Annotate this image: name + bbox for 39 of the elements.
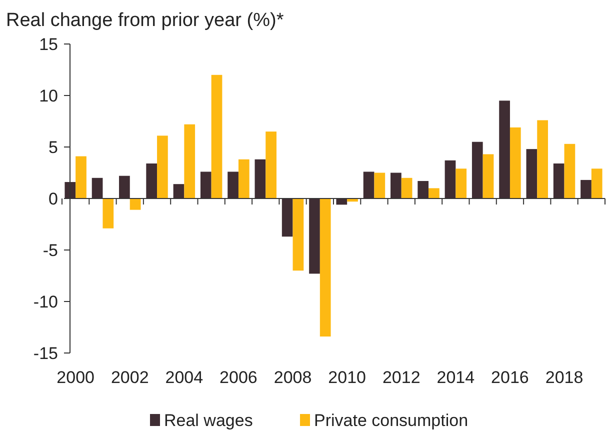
x-tick-label: 2014 — [436, 368, 475, 387]
bar — [428, 188, 440, 198]
bar — [266, 132, 276, 198]
x-tick-label: 2016 — [491, 368, 529, 387]
bar — [238, 159, 250, 198]
x-tick-label: 2018 — [545, 368, 584, 387]
legend-label: Real wages — [164, 411, 253, 430]
x-tick-label: 2000 — [56, 368, 94, 387]
bar — [564, 144, 576, 198]
bar — [102, 198, 114, 228]
x-tick-label: 2008 — [274, 368, 312, 387]
y-tick-label: 15 — [39, 34, 58, 54]
x-tick-label: 2010 — [328, 368, 366, 387]
chart-subtitle: Real change from prior year (%)* — [6, 10, 284, 31]
bar — [482, 154, 494, 198]
x-tick-label: 2004 — [165, 368, 204, 387]
x-tick-label: 2006 — [220, 368, 258, 387]
y-tick-label: -10 — [33, 292, 58, 312]
bar — [456, 168, 467, 198]
bar — [401, 178, 412, 198]
bar — [374, 172, 386, 198]
legend-label: Private consumption — [314, 411, 468, 430]
y-tick-label: 5 — [48, 138, 58, 157]
x-tick-label: 2002 — [110, 368, 149, 387]
y-tick-label: 0 — [48, 189, 58, 208]
bar — [537, 120, 548, 198]
bar — [157, 136, 168, 198]
x-tick-label: 2012 — [382, 368, 420, 387]
bar — [76, 156, 86, 198]
bar — [292, 198, 304, 271]
bar — [184, 124, 196, 198]
bar — [211, 74, 222, 198]
y-tick-label: 10 — [39, 86, 58, 106]
y-tick-label: -15 — [33, 344, 58, 363]
bar — [510, 127, 521, 198]
bar — [320, 198, 331, 337]
y-tick-label: -5 — [42, 240, 58, 260]
bar — [130, 198, 141, 210]
bar — [591, 168, 602, 198]
